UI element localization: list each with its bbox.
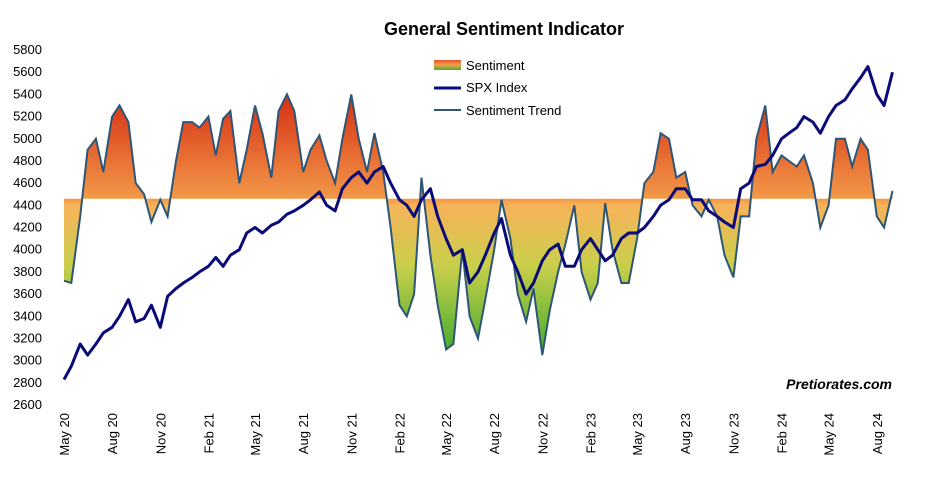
sentiment-trend-line bbox=[63, 92, 894, 356]
legend: Sentiment SPX Index Sentiment Trend bbox=[434, 58, 561, 118]
y-tick-label: 5600 bbox=[13, 64, 42, 79]
y-tick-label: 4200 bbox=[13, 220, 42, 235]
sentiment-area bbox=[64, 94, 893, 356]
y-tick-label: 3200 bbox=[13, 330, 42, 345]
x-tick-label: Aug 24 bbox=[870, 413, 885, 454]
chart-title: General Sentiment Indicator bbox=[384, 19, 624, 39]
y-tick-label: 5200 bbox=[13, 109, 42, 124]
y-tick-label: 5800 bbox=[13, 42, 42, 57]
y-tick-label: 4600 bbox=[13, 175, 42, 190]
x-tick-label: May 22 bbox=[439, 413, 454, 456]
watermark: Pretiorates.com bbox=[786, 376, 892, 392]
plot-area bbox=[62, 65, 894, 381]
y-tick-label: 4000 bbox=[13, 242, 42, 257]
y-tick-label: 5000 bbox=[13, 131, 42, 146]
x-tick-label: Feb 21 bbox=[201, 413, 216, 453]
x-tick-label: May 24 bbox=[822, 413, 837, 456]
x-tick-label: May 23 bbox=[630, 413, 645, 456]
x-tick-label: Feb 22 bbox=[392, 413, 407, 453]
y-tick-label: 5400 bbox=[13, 86, 42, 101]
x-tick-label: Aug 20 bbox=[105, 413, 120, 454]
y-tick-label: 3400 bbox=[13, 308, 42, 323]
y-tick-label: 2800 bbox=[13, 375, 42, 390]
y-tick-label: 3800 bbox=[13, 264, 42, 279]
y-tick-label: 4800 bbox=[13, 153, 42, 168]
legend-swatch-sentiment bbox=[434, 60, 461, 70]
legend-label-trend: Sentiment Trend bbox=[466, 103, 561, 118]
spx-line bbox=[62, 65, 894, 381]
y-tick-label: 3600 bbox=[13, 286, 42, 301]
x-tick-label: Nov 20 bbox=[153, 413, 168, 454]
y-axis: 2600 2800 3000 3200 3400 3600 3800 4000 4200 4400… bbox=[13, 42, 42, 412]
x-tick-label: May 20 bbox=[57, 413, 72, 456]
x-axis: May 20 Aug 20 Nov 20 Feb 21 May 21 Aug 21 Nov … bbox=[57, 413, 885, 456]
legend-label-spx: SPX Index bbox=[466, 80, 528, 95]
y-tick-label: 4400 bbox=[13, 197, 42, 212]
x-tick-label: Aug 23 bbox=[678, 413, 693, 454]
x-tick-label: Nov 23 bbox=[726, 413, 741, 454]
x-tick-label: Nov 22 bbox=[535, 413, 550, 454]
y-tick-label: 3000 bbox=[13, 353, 42, 368]
x-tick-label: Nov 21 bbox=[344, 413, 359, 454]
legend-label-sentiment: Sentiment bbox=[466, 58, 525, 73]
y-tick-label: 2600 bbox=[13, 397, 42, 412]
x-tick-label: Aug 22 bbox=[487, 413, 502, 454]
x-tick-label: Aug 21 bbox=[296, 413, 311, 454]
x-tick-label: Feb 23 bbox=[583, 413, 598, 453]
x-tick-label: May 21 bbox=[248, 413, 263, 456]
x-tick-label: Feb 24 bbox=[775, 413, 790, 453]
